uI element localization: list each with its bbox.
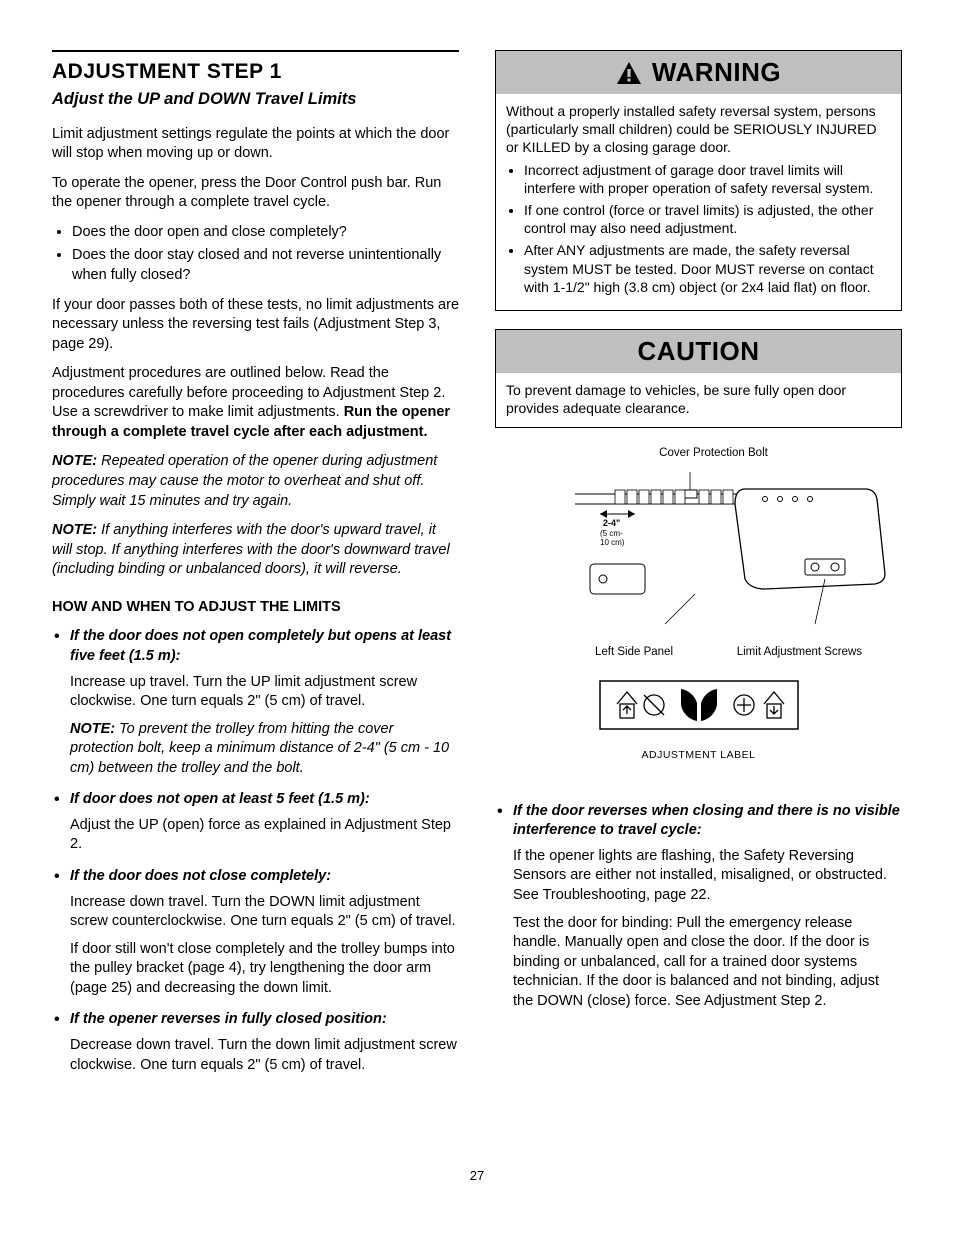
note-label: NOTE: xyxy=(70,721,115,737)
limit-note: NOTE: To prevent the trolley from hittin… xyxy=(70,720,459,779)
limit-body2: If door still won't close completely and… xyxy=(70,940,459,999)
limit-note-text: To prevent the trolley from hitting the … xyxy=(70,721,449,776)
step-title: ADJUSTMENT STEP 1 xyxy=(52,58,459,86)
limit-head: If the door does not open completely but… xyxy=(70,627,459,666)
warning-box: WARNING Without a properly installed saf… xyxy=(495,50,902,311)
warning-item: Incorrect adjustment of garage door trav… xyxy=(524,161,891,197)
caution-body: To prevent damage to vehicles, be sure f… xyxy=(496,373,901,427)
left-column: ADJUSTMENT STEP 1 Adjust the UP and DOWN… xyxy=(52,50,459,1087)
caution-box: CAUTION To prevent damage to vehicles, b… xyxy=(495,329,902,428)
caution-header: CAUTION xyxy=(496,330,901,373)
limit-item-4: If the opener reverses in fully closed p… xyxy=(52,1010,459,1075)
limit-body: Decrease down travel. Turn the down limi… xyxy=(70,1036,459,1075)
adjustment-label-svg xyxy=(599,680,799,735)
warning-triangle-icon xyxy=(616,61,642,85)
warning-item: If one control (force or travel limits) … xyxy=(524,201,891,237)
reverse-list: If the door reverses when closing and th… xyxy=(495,802,902,1012)
limit-head: If door does not open at least 5 feet (1… xyxy=(70,790,459,810)
label-left-panel: Left Side Panel xyxy=(595,645,673,661)
warning-header: WARNING xyxy=(496,51,901,94)
limit-body: Increase up travel. Turn the UP limit ad… xyxy=(70,673,459,712)
limit-body: Increase down travel. Turn the DOWN limi… xyxy=(70,893,459,932)
warning-intro: Without a properly installed safety reve… xyxy=(506,103,877,155)
two-column-layout: ADJUSTMENT STEP 1 Adjust the UP and DOWN… xyxy=(52,50,902,1087)
intro-p4: Adjustment procedures are outlined below… xyxy=(52,364,459,442)
right-column: WARNING Without a properly installed saf… xyxy=(495,50,902,1087)
warning-title: WARNING xyxy=(652,55,781,90)
limit-body: Adjust the UP (open) force as explained … xyxy=(70,816,459,855)
reverse-body2: Test the door for binding: Pull the emer… xyxy=(513,914,902,1012)
step-subtitle: Adjust the UP and DOWN Travel Limits xyxy=(52,88,459,110)
dim-text3: 10 cm) xyxy=(600,538,625,547)
caution-text: To prevent damage to vehicles, be sure f… xyxy=(506,382,846,416)
opener-svg: 2-4" (5 cm- 10 cm) xyxy=(495,464,895,634)
warning-item: After ANY adjustments are made, the safe… xyxy=(524,241,891,296)
note-1: NOTE: Repeated operation of the opener d… xyxy=(52,452,459,511)
note-label: NOTE: xyxy=(52,453,97,469)
warning-body: Without a properly installed safety reve… xyxy=(496,94,901,310)
note-2: NOTE: If anything interferes with the do… xyxy=(52,521,459,580)
limit-head: If the door does not close completely: xyxy=(70,867,459,887)
check-q1: Does the door open and close completely? xyxy=(72,223,459,243)
dim-text: 2-4" xyxy=(603,518,620,528)
note2-text: If anything interferes with the door's u… xyxy=(52,522,450,577)
caution-title: CAUTION xyxy=(638,334,760,369)
adjustment-label-caption: ADJUSTMENT LABEL xyxy=(495,748,902,762)
diagram-bottom-labels: Left Side Panel Limit Adjustment Screws xyxy=(495,645,902,661)
reverse-item: If the door reverses when closing and th… xyxy=(495,802,902,1012)
note1-text: Repeated operation of the opener during … xyxy=(52,453,437,508)
intro-p3: If your door passes both of these tests,… xyxy=(52,296,459,355)
limit-head: If the opener reverses in fully closed p… xyxy=(70,1010,459,1030)
limit-item-2: If door does not open at least 5 feet (1… xyxy=(52,790,459,855)
reverse-body1: If the opener lights are flashing, the S… xyxy=(513,847,902,906)
intro-p1: Limit adjustment settings regulate the p… xyxy=(52,125,459,164)
reverse-head: If the door reverses when closing and th… xyxy=(513,802,902,841)
limit-item-3: If the door does not close completely: I… xyxy=(52,867,459,998)
page-number: 27 xyxy=(52,1167,902,1185)
diagram-top-label: Cover Protection Bolt xyxy=(495,446,902,462)
warning-list: Incorrect adjustment of garage door trav… xyxy=(506,161,891,296)
limit-adjust-list: If the door does not open completely but… xyxy=(52,627,459,1075)
intro-p2: To operate the opener, press the Door Co… xyxy=(52,174,459,213)
check-q2: Does the door stay closed and not revers… xyxy=(72,246,459,285)
dim-text2: (5 cm- xyxy=(600,529,623,538)
adjustment-label-diagram: ADJUSTMENT LABEL xyxy=(495,680,902,762)
check-questions: Does the door open and close completely?… xyxy=(52,223,459,286)
opener-diagram: Cover Protection Bolt xyxy=(495,446,902,660)
label-limit-screws: Limit Adjustment Screws xyxy=(737,645,862,661)
how-when-heading: HOW AND WHEN TO ADJUST THE LIMITS xyxy=(52,598,459,618)
note-label: NOTE: xyxy=(52,522,97,538)
top-rule xyxy=(52,50,459,52)
limit-item-1: If the door does not open completely but… xyxy=(52,627,459,778)
